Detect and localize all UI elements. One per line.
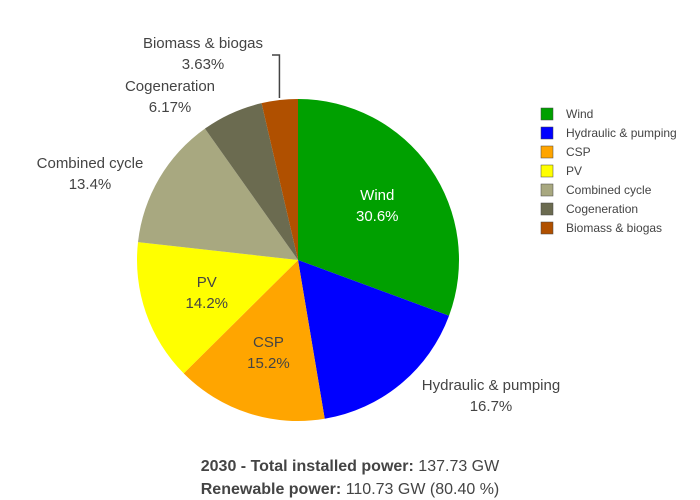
legend-swatch-biomass-and-biogas[interactable] (540, 221, 554, 235)
pie-chart: Wind 30.6% Hydraulic & pumping 16.7% CSP 15.2… (37, 35, 677, 421)
slice-label-wind: Wind (360, 187, 394, 204)
caption-renewable-value: 110.73 GW (80.40 %) (345, 481, 500, 498)
legend-label-biomass-and-biogas[interactable]: Biomass & biogas (566, 221, 662, 235)
slice-wind[interactable] (298, 99, 459, 316)
caption-total-value: 137.73 GW (418, 458, 500, 475)
pie-labels: Wind 30.6% Hydraulic & pumping 16.7% CSP 15.2… (37, 35, 561, 415)
slice-percent-pv: 14.2% (185, 295, 228, 312)
slice-hydraulic-and-pumping[interactable] (298, 260, 450, 419)
legend-swatch-cogeneration[interactable] (540, 202, 554, 216)
slice-label-combined-cycle: Combined cycle (37, 155, 144, 172)
caption-renewable-label: Renewable power: (200, 481, 342, 498)
slice-percent-wind: 30.6% (356, 208, 399, 225)
slice-pv[interactable] (137, 242, 298, 374)
legend-swatch-hydraulic-and-pumping[interactable] (540, 126, 554, 140)
slice-percent-combined-cycle: 13.4% (69, 176, 112, 193)
slice-cogeneration[interactable] (204, 103, 298, 260)
legend-label-csp[interactable]: CSP (566, 145, 591, 159)
slice-percent-csp: 15.2% (247, 355, 290, 372)
slice-percent-hydraulic-and-pumping: 16.7% (470, 398, 513, 415)
slice-label-pv: PV (197, 274, 217, 291)
legend-label-hydraulic-and-pumping[interactable]: Hydraulic & pumping (566, 126, 677, 140)
legend-label-wind[interactable]: Wind (566, 107, 593, 121)
legend-swatch-csp[interactable] (540, 145, 554, 159)
legend-label-pv[interactable]: PV (566, 164, 582, 178)
leader-line-biomass-and-biogas (272, 54, 281, 99)
caption-line-1: 2030 - Total installed power: 137.73 GW (0, 458, 700, 476)
slice-percent-cogeneration: 6.17% (149, 99, 192, 116)
caption-total-label: 2030 - Total installed power: (200, 458, 414, 475)
slice-label-csp: CSP (253, 334, 284, 351)
slice-biomass-and-biogas[interactable] (261, 99, 298, 260)
legend-swatch-wind[interactable] (540, 107, 554, 121)
slice-label-biomass-and-biogas: Biomass & biogas (143, 35, 263, 52)
legend-label-cogeneration[interactable]: Cogeneration (566, 202, 638, 216)
slice-label-cogeneration: Cogeneration (125, 78, 215, 95)
caption-line-2: Renewable power: 110.73 GW (80.40 %) (0, 481, 700, 499)
legend-swatch-pv[interactable] (540, 164, 554, 178)
legend: Wind Hydraulic & pumping CSP PV Combined cyc… (540, 107, 677, 235)
slice-label-hydraulic-and-pumping: Hydraulic & pumping (422, 377, 560, 394)
slice-csp[interactable] (183, 260, 325, 421)
slice-percent-biomass-and-biogas: 3.63% (182, 56, 225, 73)
pie-slices (137, 99, 459, 421)
legend-label-combined-cycle[interactable]: Combined cycle (566, 183, 652, 197)
slice-combined-cycle[interactable] (138, 128, 298, 260)
legend-swatch-combined-cycle[interactable] (540, 183, 554, 197)
